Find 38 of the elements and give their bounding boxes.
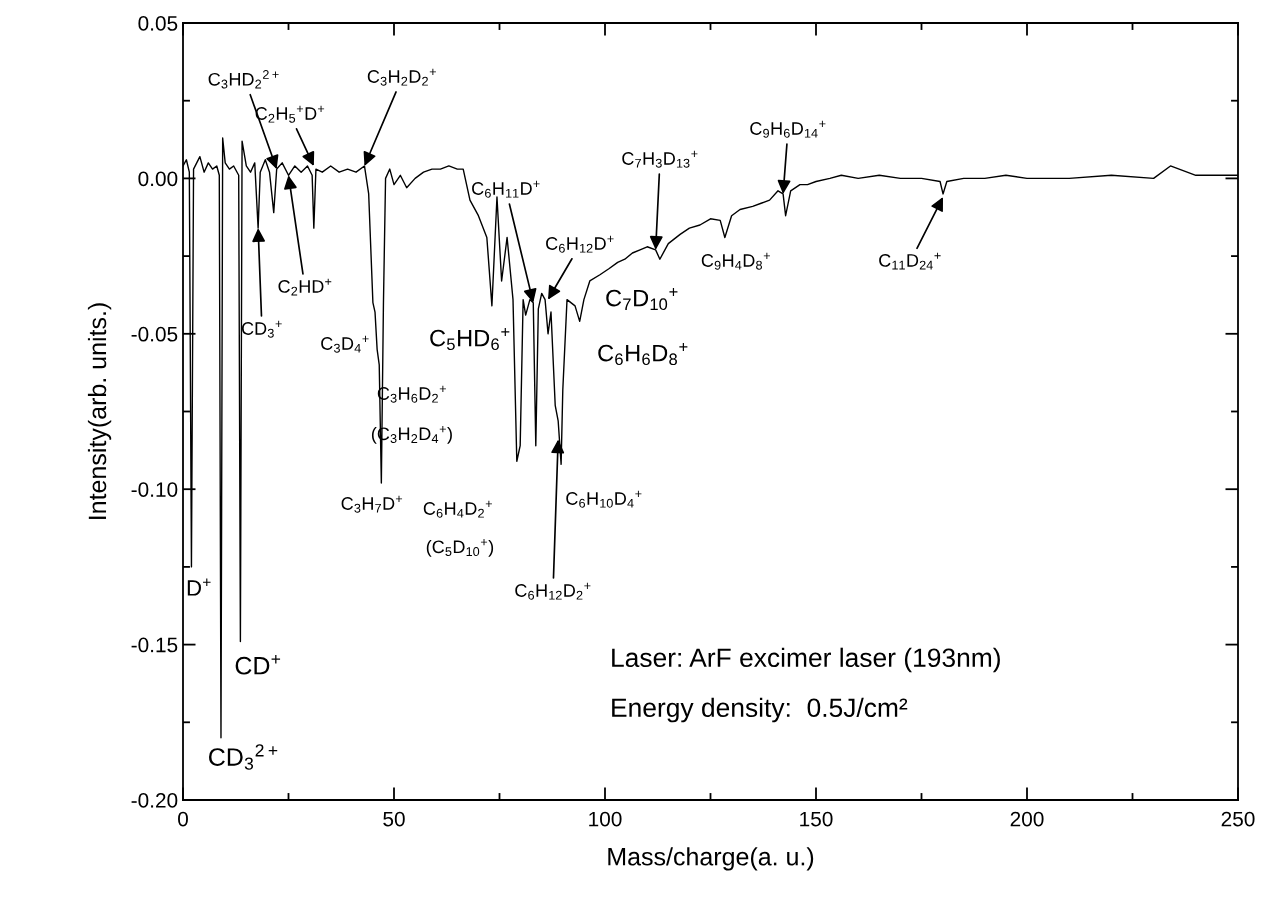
x-tick-label: 200 <box>1010 811 1044 827</box>
x-tick-label: 100 <box>589 811 622 827</box>
y-tick-label: -0.05 <box>131 326 178 342</box>
annotation: C$_{6}$H$_{12}$D$_{2}$$^{+}$ <box>515 582 591 600</box>
y-axis-title: Intensity(arb. units.) <box>87 303 112 519</box>
y-tick-label: -0.10 <box>131 482 178 497</box>
annotation: C$_{3}$H$_{7}$D$^{+}$ <box>341 495 403 513</box>
x-tick-label: 0 <box>178 811 188 827</box>
annotation: C$_{3}$HD$_{2}$$^{2+}$ <box>208 70 279 89</box>
x-tick-label: 250 <box>1221 811 1255 827</box>
annotation: CD$^{+}$ <box>235 654 281 675</box>
annotation: CD$_{3}$$^{+}$ <box>241 320 282 338</box>
annotation: C$_{6}$H$_{11}$D$^{+}$ <box>472 180 540 198</box>
annotation: C$_{7}$H$_{3}$D$_{13}$$^{+}$ <box>622 150 698 168</box>
y-tick-label: 0.00 <box>138 171 178 187</box>
y-tick-label: 0.05 <box>138 16 178 31</box>
annotation: C$_{11}$D$_{24}$$^{+}$ <box>879 252 941 270</box>
annotation: C$_{2}$HD$^{+}$ <box>278 278 332 296</box>
y-tick-label: -0.20 <box>131 793 178 808</box>
annotation: C$_{6}$H$_{6}$D$_{8}$$^{+}$ <box>598 342 688 366</box>
x-axis-title: Mass/charge(a. u.) <box>608 847 814 871</box>
annotation: (C$_{5}$D$_{10}$$^{+}$) <box>426 539 494 557</box>
annotation: C$_{9}$H$_{6}$D$_{14}$$^{+}$ <box>750 120 826 138</box>
annotation: CD$_{3}$$^{2+}$ <box>209 744 278 770</box>
annotation: C$_{6}$H$_{12}$D$^{+}$ <box>546 235 614 253</box>
annotation: D$^{+}$ <box>187 578 211 596</box>
annotation: Energy density: 0.5J/cm² <box>612 697 908 723</box>
annotation: C$_{5}$HD$_{6}$$^{+}$ <box>430 327 510 351</box>
x-tick-label: 150 <box>800 811 833 827</box>
annotation: C$_{9}$H$_{4}$D$_{8}$$^{+}$ <box>701 252 770 270</box>
annotation: C$_{3}$H$_{2}$D$_{2}$$^{+}$ <box>367 68 436 86</box>
annotation: Laser: ArF excimer laser (193nm) <box>612 647 1000 673</box>
x-tick-label: 50 <box>383 811 405 827</box>
y-tick-label: -0.15 <box>131 637 178 653</box>
annotation: C$_{3}$D$_{4}$$^{+}$ <box>321 335 369 353</box>
annotation: C$_{6}$H$_{10}$D$_{4}$$^{+}$ <box>566 490 642 508</box>
annotation: C$_{6}$H$_{4}$D$_{2}$$^{+}$ <box>423 500 492 518</box>
annotation: C$_{7}$D$_{10}$$^{+}$ <box>606 287 678 311</box>
